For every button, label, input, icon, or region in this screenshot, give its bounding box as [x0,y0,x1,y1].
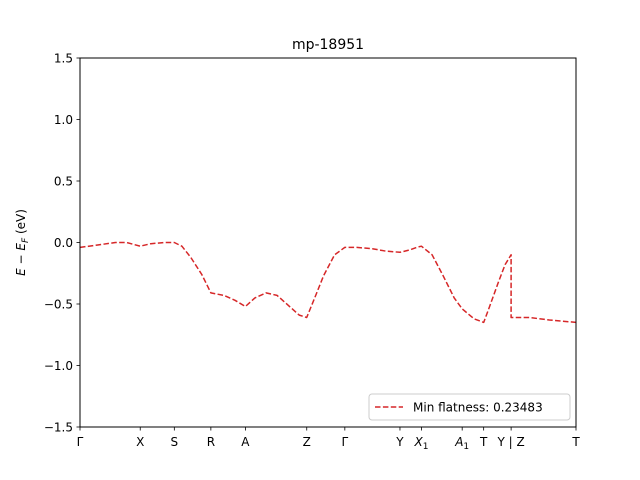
legend-frame [368,393,571,421]
x-tick-label: T [571,435,580,449]
y-tick-label: 0.0 [54,236,73,250]
y-tick-label: 1.5 [54,52,73,66]
x-tick-label: Γ [77,435,84,449]
y-tick-label: 0.5 [54,175,73,189]
series-layer [79,241,577,324]
y-tick-label: 1.0 [54,113,73,127]
x-tick-label: T [479,435,488,449]
x-tick-label: Y [395,435,404,449]
y-tick-label: −1.0 [44,359,73,373]
x-tick-label: S [171,435,179,449]
legend-label: Min flatness: 0.23483 [413,401,543,415]
x-tick-label: A1 [454,435,469,452]
y-axis: 1.5 1.0 0.5 0.0 −0.5 −1.0 −1.5 [44,52,80,435]
x-tick-label: Y | Z [497,435,525,449]
x-tick-label: Γ [341,435,348,449]
y-tick-label: −1.5 [44,421,73,435]
svg-text:E − EF (eV): E − EF (eV) [14,209,31,276]
x-tick-label: R [207,435,215,449]
series-line-0 [79,241,577,324]
y-axis-label: E − EF (eV) [14,209,31,276]
legend: Min flatness: 0.23483 [368,393,571,421]
y-tick-label: −0.5 [44,298,73,312]
x-tick-label: X [136,435,144,449]
x-tick-label: X1 [413,435,428,452]
x-axis: Γ X S R A Z Γ Y X1 A1 T Y | Z T [77,427,580,452]
x-tick-label: A [241,435,250,449]
plot-area-frame [79,57,577,428]
chart-title: mp-18951 [292,37,364,53]
x-tick-label: Z [303,435,311,449]
